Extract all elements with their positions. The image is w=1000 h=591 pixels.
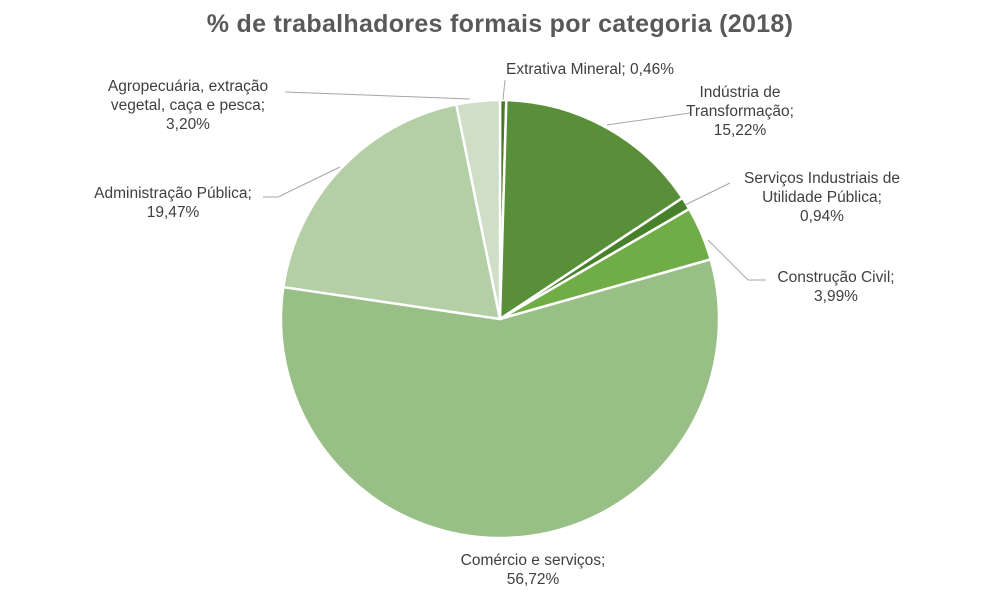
slice-label-6: Agropecuária, extração vegetal, caça e pe… xyxy=(108,78,268,133)
leader-line-0 xyxy=(502,79,506,101)
slice-label-line: Extrativa Mineral; 0,46% xyxy=(506,61,674,78)
slice-label-line: Serviços Industriais de xyxy=(744,170,900,187)
slice-label-line: vegetal, caça e pesca; xyxy=(111,97,265,114)
leader-line-1 xyxy=(606,112,691,126)
pie-slice-1 xyxy=(498,98,685,322)
leader-line-5 xyxy=(263,166,341,198)
pie-slice-6 xyxy=(454,98,502,320)
slice-label-1: Indústria de Transformação; 15,22% xyxy=(686,84,794,139)
slice-label-line: Indústria de xyxy=(700,84,781,101)
pie-slice-4 xyxy=(279,257,721,540)
pie-slices xyxy=(279,98,721,540)
leader-line-2 xyxy=(684,182,731,206)
slice-label-0: Extrativa Mineral; 0,46% xyxy=(506,61,674,78)
slice-label-line: 3,20% xyxy=(166,116,210,133)
leader-lines xyxy=(263,79,766,281)
slice-label-line: Comércio e serviços; xyxy=(461,552,606,569)
slice-label-line: 56,72% xyxy=(507,571,560,588)
slice-label-5: Administração Pública; 19,47% xyxy=(94,185,252,221)
slice-label-4: Comércio e serviços; 56,72% xyxy=(461,552,606,588)
slice-label-line: Transformação; xyxy=(686,103,794,120)
slice-label-line: 0,94% xyxy=(800,208,844,225)
slice-label-line: 15,22% xyxy=(714,122,767,139)
slice-label-2: Serviços Industriais de Utilidade Pública… xyxy=(744,170,900,225)
slice-label-line: 19,47% xyxy=(147,204,200,221)
slice-label-line: Utilidade Pública; xyxy=(762,189,882,206)
slice-label-line: 3,99% xyxy=(814,288,858,305)
slice-labels: Extrativa Mineral; 0,46% Indústria de Tran… xyxy=(94,61,900,588)
chart-title: % de trabalhadores formais por categoria… xyxy=(206,10,794,38)
slice-label-line: Construção Civil; xyxy=(777,269,894,286)
slice-label-line: Administração Pública; xyxy=(94,185,252,202)
leader-line-6 xyxy=(284,91,471,100)
slice-label-3: Construção Civil; 3,99% xyxy=(777,269,894,305)
leader-line-3 xyxy=(707,239,766,281)
pie-slice-5 xyxy=(281,102,502,321)
slice-label-line: Agropecuária, extração xyxy=(108,78,268,95)
